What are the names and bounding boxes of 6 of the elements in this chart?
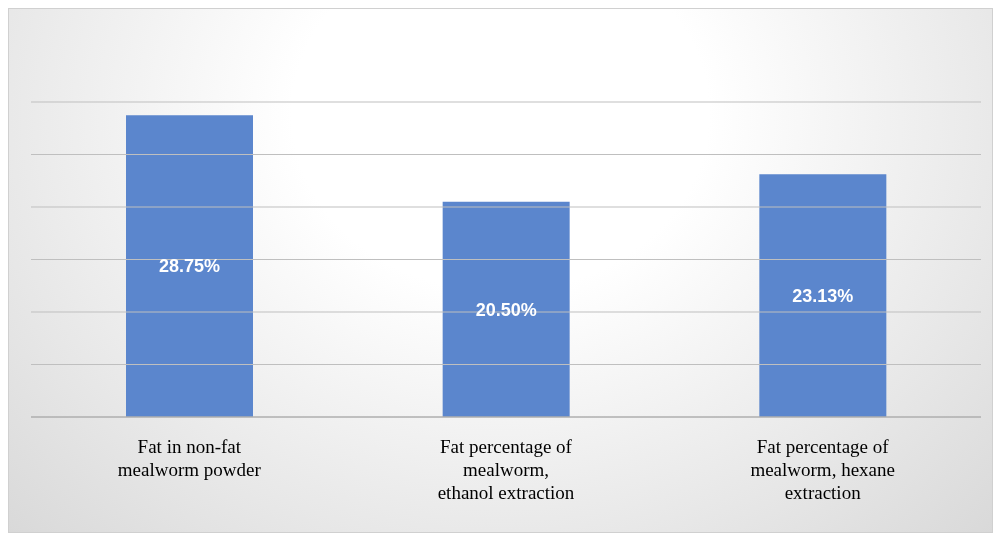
x-tick-label: Fat percentage of mealworm, hexane extraction <box>750 436 895 503</box>
data-label: 23.13% <box>792 285 854 306</box>
data-label: 28.75% <box>158 256 221 277</box>
data-label: 20.50% <box>475 299 537 320</box>
x-tick-label: Fat percentage of mealworm, ethanol extraction <box>437 436 575 503</box>
x-tick-label: Fat in non-fat mealworm powder <box>117 436 262 480</box>
